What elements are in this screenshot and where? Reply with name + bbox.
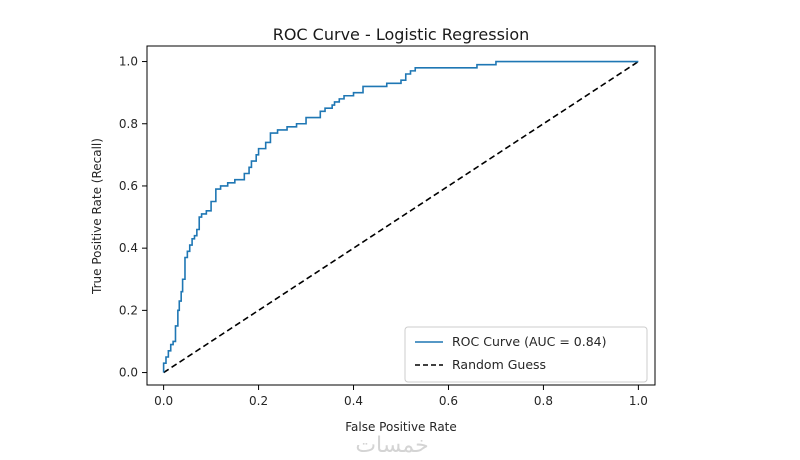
x-axis-label: False Positive Rate [345, 420, 457, 434]
legend-label-random: Random Guess [452, 357, 546, 372]
y-tick-label: 0.6 [119, 179, 138, 193]
y-tick-label: 0.0 [119, 366, 138, 380]
y-tick-label: 0.8 [119, 117, 138, 131]
roc-curve-line [162, 60, 639, 373]
x-tick-label: 0.6 [439, 394, 458, 408]
legend-label-roc: ROC Curve (AUC = 0.84) [452, 334, 607, 349]
x-tick-label: 0.0 [154, 394, 173, 408]
y-tick-label: 0.4 [119, 241, 138, 255]
x-tick-label: 1.0 [629, 394, 648, 408]
x-tick-label: 0.8 [534, 394, 553, 408]
plot-area: 0.0 0.2 0.4 0.6 0.8 1.0 0.0 0.2 0.4 0.6 0.8 1.0 [119, 45, 656, 408]
y-axis-label: True Positive Rate (Recall) [90, 138, 104, 295]
plot-frame [146, 45, 656, 386]
chart-title: ROC Curve - Logistic Regression [273, 25, 530, 44]
y-tick-label: 1.0 [119, 55, 138, 69]
x-tick-label: 0.2 [249, 394, 268, 408]
legend-box [404, 326, 648, 383]
random-guess-line [163, 60, 639, 374]
y-tick-label: 0.2 [119, 303, 138, 317]
watermark-logo: خمسات [355, 433, 428, 458]
legend: ROC Curve (AUC = 0.84) Random Guess [404, 326, 648, 383]
x-tick-label: 0.4 [344, 394, 363, 408]
